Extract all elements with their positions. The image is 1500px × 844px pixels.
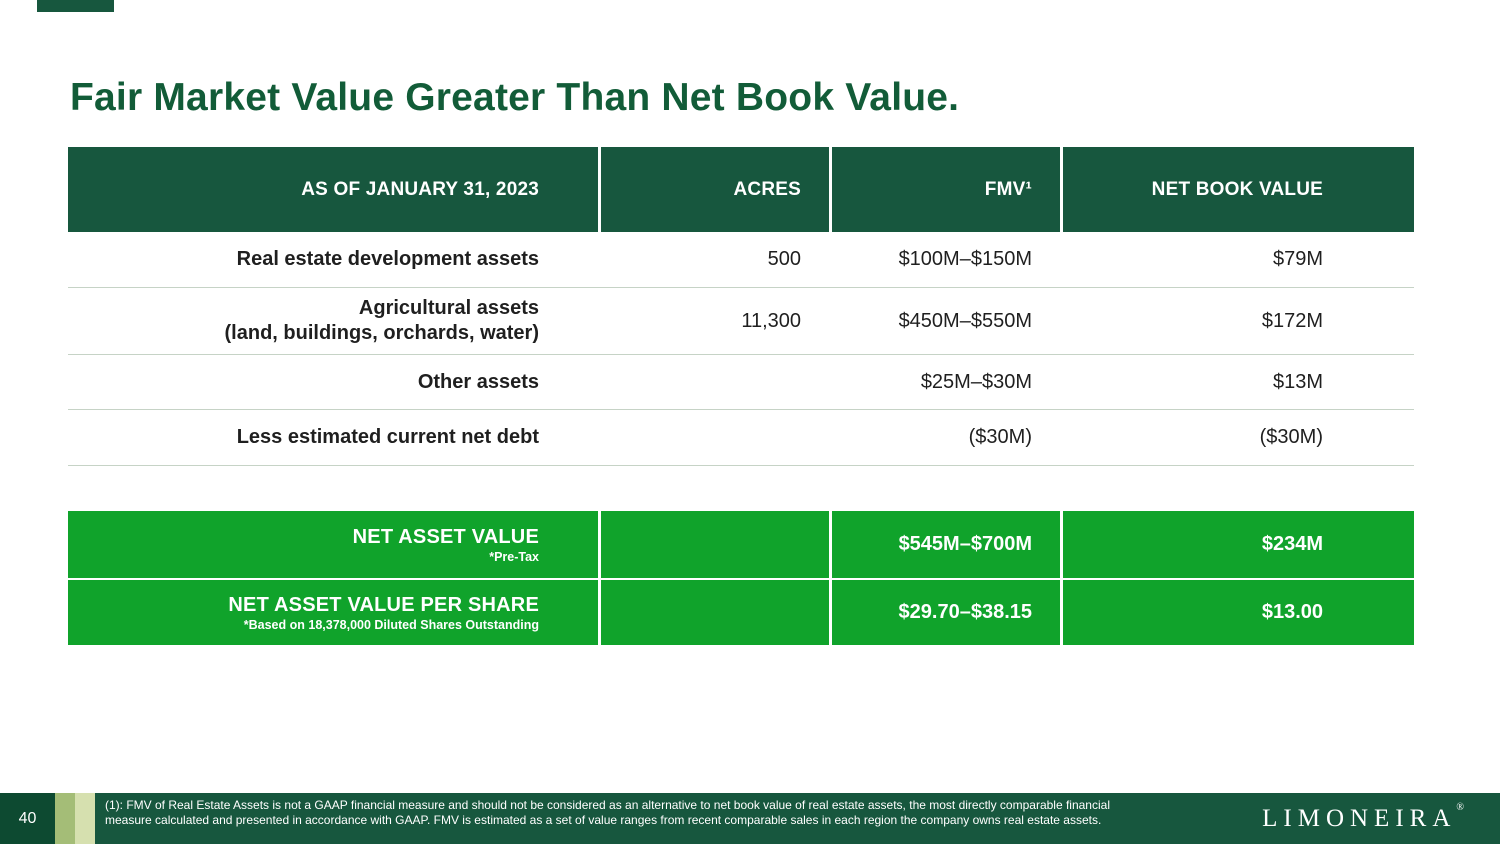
row-label-line-1: Agricultural assets	[358, 297, 539, 319]
header-cell-acres: ACRES	[601, 147, 829, 232]
net-asset-value-row: NET ASSET VALUE *Pre-Tax $545M–$700M $23…	[68, 511, 1414, 578]
header-cell-fmv: FMV¹	[832, 147, 1060, 232]
limoneira-logo: LIMONEIRA ®	[1262, 793, 1500, 844]
table-row: Less estimated current net debt ($30M) (…	[68, 410, 1414, 466]
summary-title: NET ASSET VALUE PER SHARE	[228, 593, 539, 616]
acres-cell	[601, 410, 829, 465]
summary-acres-cell	[601, 511, 829, 578]
accent-stripe	[75, 793, 95, 844]
fmv-cell: ($30M)	[968, 426, 1032, 448]
footnote: (1): FMV of Real Estate Assets is not a …	[105, 798, 1110, 827]
logo-text: LIMONEIRA	[1262, 804, 1457, 832]
summary-note: *Pre-Tax	[489, 549, 539, 564]
summary-label-cell: NET ASSET VALUE PER SHARE *Based on 18,3…	[68, 580, 598, 645]
acres-cell: 500	[767, 248, 801, 270]
summary-acres-cell	[601, 580, 829, 645]
row-label-cell: Real estate development assets	[236, 248, 539, 270]
table-row: Real estate development assets 500 $100M…	[68, 232, 1414, 288]
summary-fmv-cell: $545M–$700M	[832, 511, 1060, 578]
header-cell-net-book-value: NET BOOK VALUE	[1063, 147, 1414, 232]
summary-title: NET ASSET VALUE	[352, 525, 539, 548]
summary-label-cell: NET ASSET VALUE *Pre-Tax	[68, 511, 598, 578]
fmv-table: AS OF JANUARY 31, 2023 ACRES FMV¹ NET BO…	[68, 147, 1414, 466]
nav-per-share-row: NET ASSET VALUE PER SHARE *Based on 18,3…	[68, 580, 1414, 645]
summary-table: NET ASSET VALUE *Pre-Tax $545M–$700M $23…	[68, 511, 1414, 645]
acres-cell: 11,300	[741, 309, 801, 332]
nbv-cell: $172M	[1261, 309, 1323, 332]
accent-stripe	[55, 793, 75, 844]
summary-nbv-cell: $234M	[1063, 511, 1414, 578]
fmv-cell: $25M–$30M	[920, 370, 1032, 393]
accent-bar	[37, 0, 114, 12]
fmv-cell: $100M–$150M	[898, 248, 1032, 270]
registered-mark: ®	[1456, 802, 1464, 813]
row-label-cell: Agricultural assets (land, buildings, or…	[68, 288, 598, 354]
row-label-cell: Other assets	[417, 370, 539, 393]
nbv-cell: $13M	[1272, 370, 1323, 393]
header-cell-as-of: AS OF JANUARY 31, 2023	[68, 147, 598, 232]
page-number: 40	[0, 793, 55, 844]
summary-fmv-cell: $29.70–$38.15	[832, 580, 1060, 645]
row-label-line-2: (land, buildings, orchards, water)	[224, 322, 539, 344]
footer-bar: 40 (1): FMV of Real Estate Assets is not…	[0, 793, 1500, 844]
table-row: Agricultural assets (land, buildings, or…	[68, 288, 1414, 355]
table-header-row: AS OF JANUARY 31, 2023 ACRES FMV¹ NET BO…	[68, 147, 1414, 232]
acres-cell	[601, 355, 829, 409]
nbv-cell: ($30M)	[1259, 426, 1323, 448]
summary-note: *Based on 18,378,000 Diluted Shares Outs…	[243, 617, 539, 632]
summary-nbv-cell: $13.00	[1063, 580, 1414, 645]
fmv-cell: $450M–$550M	[898, 309, 1032, 332]
page-title: Fair Market Value Greater Than Net Book …	[70, 76, 960, 120]
row-label-cell: Less estimated current net debt	[236, 426, 539, 448]
table-row: Other assets $25M–$30M $13M	[68, 355, 1414, 410]
nbv-cell: $79M	[1272, 248, 1323, 270]
